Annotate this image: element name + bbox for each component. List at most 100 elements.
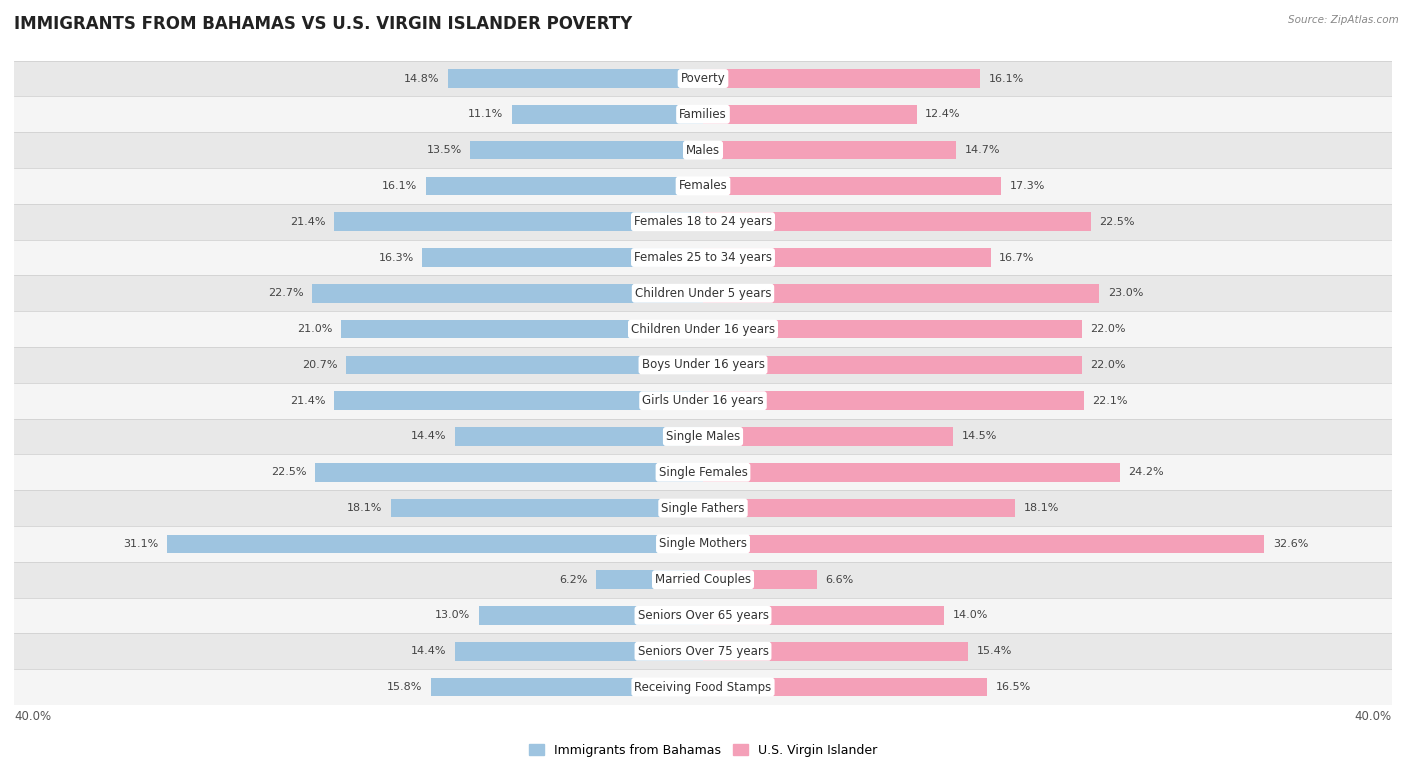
Text: 14.5%: 14.5% xyxy=(962,431,997,441)
Text: Males: Males xyxy=(686,143,720,157)
Bar xyxy=(703,428,953,446)
Bar xyxy=(703,105,917,124)
Bar xyxy=(14,418,1392,454)
Text: 14.8%: 14.8% xyxy=(404,74,440,83)
Bar xyxy=(422,248,703,267)
Text: Children Under 5 years: Children Under 5 years xyxy=(634,287,772,300)
Text: Children Under 16 years: Children Under 16 years xyxy=(631,323,775,336)
Text: 12.4%: 12.4% xyxy=(925,109,960,119)
Bar xyxy=(346,356,703,374)
Text: Single Fathers: Single Fathers xyxy=(661,502,745,515)
Text: Females: Females xyxy=(679,180,727,193)
Text: 21.0%: 21.0% xyxy=(297,324,333,334)
Bar xyxy=(449,69,703,88)
Bar xyxy=(14,61,1392,96)
Text: 31.1%: 31.1% xyxy=(124,539,159,549)
Text: 22.5%: 22.5% xyxy=(271,467,307,478)
Text: 14.4%: 14.4% xyxy=(411,647,446,656)
Bar xyxy=(335,212,703,231)
Bar xyxy=(703,284,1099,302)
Text: Families: Families xyxy=(679,108,727,121)
Bar xyxy=(14,347,1392,383)
Text: 32.6%: 32.6% xyxy=(1272,539,1309,549)
Bar xyxy=(703,69,980,88)
Bar xyxy=(703,212,1091,231)
Bar xyxy=(342,320,703,338)
Text: Females 25 to 34 years: Females 25 to 34 years xyxy=(634,251,772,264)
Bar xyxy=(456,642,703,660)
Text: 14.7%: 14.7% xyxy=(965,145,1000,155)
Text: 21.4%: 21.4% xyxy=(290,396,326,406)
Text: 16.3%: 16.3% xyxy=(378,252,413,262)
Text: 21.4%: 21.4% xyxy=(290,217,326,227)
Text: 11.1%: 11.1% xyxy=(468,109,503,119)
Bar xyxy=(512,105,703,124)
Text: 22.0%: 22.0% xyxy=(1091,324,1126,334)
Bar xyxy=(703,177,1001,196)
Text: 22.5%: 22.5% xyxy=(1099,217,1135,227)
Bar xyxy=(703,391,1084,410)
Bar xyxy=(430,678,703,697)
Bar xyxy=(703,642,969,660)
Text: 13.0%: 13.0% xyxy=(436,610,471,621)
Bar xyxy=(703,606,945,625)
Bar xyxy=(14,275,1392,312)
Text: 14.0%: 14.0% xyxy=(953,610,988,621)
Text: 18.1%: 18.1% xyxy=(1024,503,1059,513)
Bar xyxy=(14,383,1392,418)
Bar xyxy=(14,240,1392,275)
Text: Girls Under 16 years: Girls Under 16 years xyxy=(643,394,763,407)
Text: Single Males: Single Males xyxy=(666,430,740,443)
Bar xyxy=(426,177,703,196)
Text: 13.5%: 13.5% xyxy=(426,145,461,155)
Bar xyxy=(167,534,703,553)
Bar xyxy=(703,678,987,697)
Text: 16.7%: 16.7% xyxy=(1000,252,1035,262)
Bar xyxy=(703,248,991,267)
Text: Single Mothers: Single Mothers xyxy=(659,537,747,550)
Text: 16.5%: 16.5% xyxy=(995,682,1031,692)
Text: 20.7%: 20.7% xyxy=(302,360,337,370)
Bar xyxy=(471,141,703,159)
Text: IMMIGRANTS FROM BAHAMAS VS U.S. VIRGIN ISLANDER POVERTY: IMMIGRANTS FROM BAHAMAS VS U.S. VIRGIN I… xyxy=(14,15,633,33)
Bar xyxy=(14,634,1392,669)
Bar xyxy=(703,499,1015,518)
Text: 40.0%: 40.0% xyxy=(14,710,51,723)
Text: 6.6%: 6.6% xyxy=(825,575,853,584)
Text: 16.1%: 16.1% xyxy=(988,74,1024,83)
Text: 16.1%: 16.1% xyxy=(382,181,418,191)
Bar xyxy=(703,141,956,159)
Bar xyxy=(14,526,1392,562)
Bar xyxy=(703,320,1083,338)
Bar xyxy=(703,463,1119,481)
Text: 24.2%: 24.2% xyxy=(1129,467,1164,478)
Bar xyxy=(14,490,1392,526)
Text: 23.0%: 23.0% xyxy=(1108,288,1143,299)
Bar xyxy=(391,499,703,518)
Bar xyxy=(479,606,703,625)
Bar xyxy=(14,669,1392,705)
Text: 40.0%: 40.0% xyxy=(1355,710,1392,723)
Text: Single Females: Single Females xyxy=(658,465,748,479)
Text: Source: ZipAtlas.com: Source: ZipAtlas.com xyxy=(1288,15,1399,25)
Text: 22.1%: 22.1% xyxy=(1092,396,1128,406)
Bar xyxy=(315,463,703,481)
Bar xyxy=(312,284,703,302)
Bar xyxy=(14,597,1392,634)
Bar xyxy=(14,312,1392,347)
Text: 15.8%: 15.8% xyxy=(387,682,422,692)
Text: Seniors Over 75 years: Seniors Over 75 years xyxy=(637,645,769,658)
Text: Receiving Food Stamps: Receiving Food Stamps xyxy=(634,681,772,694)
Text: 14.4%: 14.4% xyxy=(411,431,446,441)
Text: 6.2%: 6.2% xyxy=(560,575,588,584)
Bar xyxy=(14,204,1392,240)
Bar xyxy=(14,96,1392,132)
Bar xyxy=(703,356,1083,374)
Bar xyxy=(703,570,817,589)
Bar xyxy=(596,570,703,589)
Bar xyxy=(335,391,703,410)
Text: 17.3%: 17.3% xyxy=(1010,181,1045,191)
Bar xyxy=(14,454,1392,490)
Text: Seniors Over 65 years: Seniors Over 65 years xyxy=(637,609,769,622)
Bar xyxy=(703,534,1264,553)
